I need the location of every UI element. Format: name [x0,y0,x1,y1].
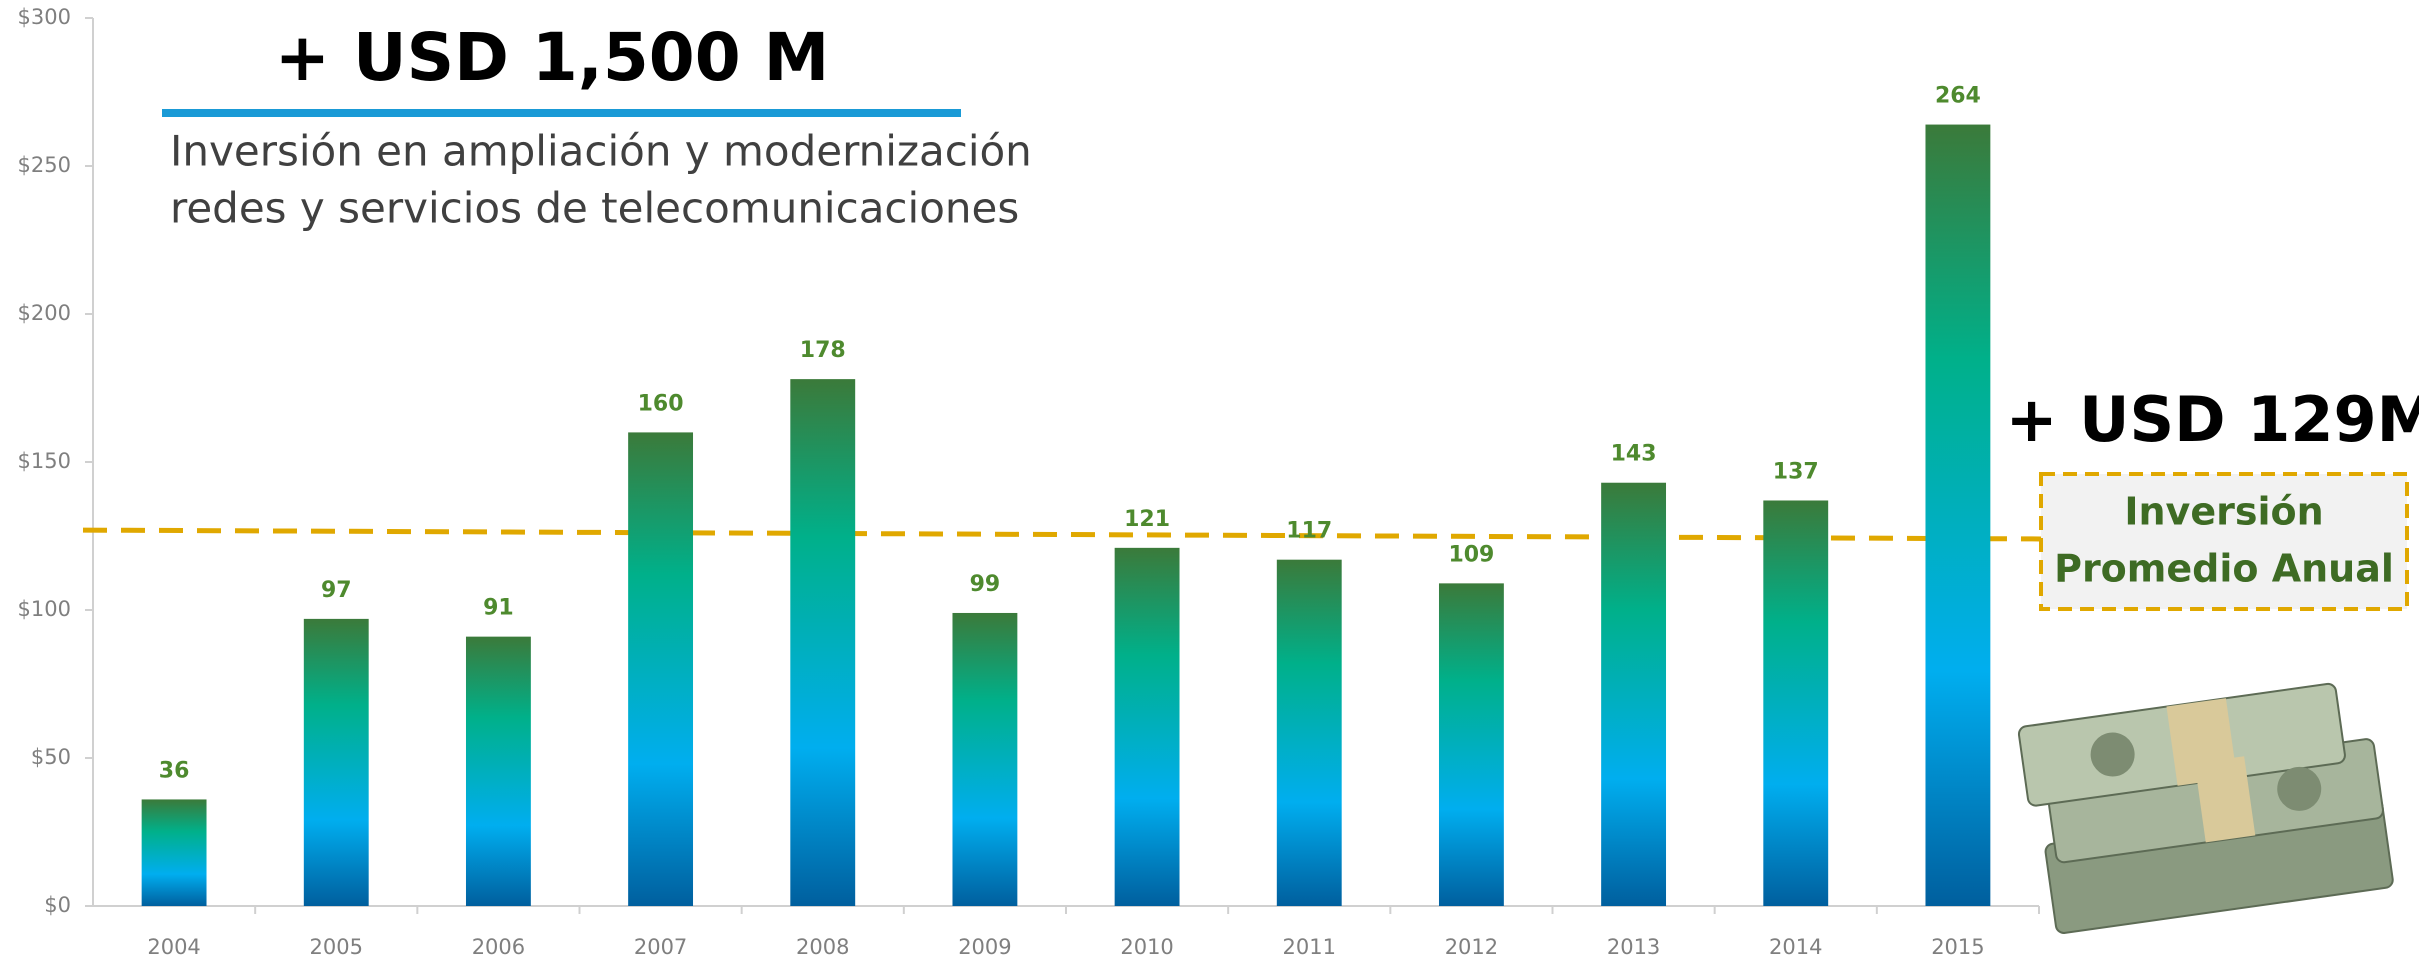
chart: + USD 1,500 M Inversión en ampliación y … [0,0,2419,959]
average-line [83,530,2041,539]
data-label: 97 [321,578,352,603]
bar [466,637,531,906]
y-tick-label: $150 [18,449,71,473]
data-label: 264 [1935,84,1981,109]
bar [304,619,369,906]
data-label: 117 [1286,519,1332,544]
bar [1439,583,1504,906]
x-tick-label: 2015 [1931,935,1984,959]
data-label: 178 [800,338,846,363]
x-tick-label: 2011 [1283,935,1336,959]
y-tick-label: $50 [31,745,71,769]
y-tick-label: $250 [18,153,71,177]
data-label: 91 [483,596,514,621]
x-tick-label: 2007 [634,935,687,959]
x-tick-label: 2012 [1445,935,1498,959]
data-label: 160 [638,391,684,416]
bar [628,432,693,906]
bar [1925,125,1990,906]
x-tick-label: 2013 [1607,935,1660,959]
y-tick-label: $0 [44,893,71,917]
x-tick-label: 2010 [1120,935,1173,959]
bar [790,379,855,906]
money-illustration [2018,679,2394,936]
x-tick-label: 2006 [472,935,525,959]
x-tick-label: 2008 [796,935,849,959]
chart-subtitle: redes y servicios de telecomunicaciones [170,184,1019,233]
annotation-text: Inversión [2124,490,2323,534]
data-label: 99 [970,572,1001,597]
bar [1277,560,1342,906]
bar [1601,483,1666,906]
x-tick-label: 2005 [310,935,363,959]
bar [1115,548,1180,906]
data-label: 36 [159,758,190,783]
y-tick-label: $300 [18,5,71,29]
x-tick-label: 2004 [147,935,200,959]
y-tick-label: $200 [18,301,71,325]
bar [142,799,207,906]
data-label: 137 [1773,459,1819,484]
data-label: 143 [1611,442,1657,467]
bar [1763,500,1828,906]
chart-title: + USD 1,500 M [275,19,830,96]
annotation-headline: + USD 129M [2006,383,2419,456]
bar [952,613,1017,906]
x-tick-label: 2014 [1769,935,1822,959]
chart-subtitle: Inversión en ampliación y modernización [170,127,1032,176]
data-label: 121 [1124,507,1170,532]
x-tick-label: 2009 [958,935,1011,959]
annotation-text: Promedio Anual [2054,547,2394,591]
data-label: 109 [1448,542,1494,567]
y-tick-label: $100 [18,597,71,621]
